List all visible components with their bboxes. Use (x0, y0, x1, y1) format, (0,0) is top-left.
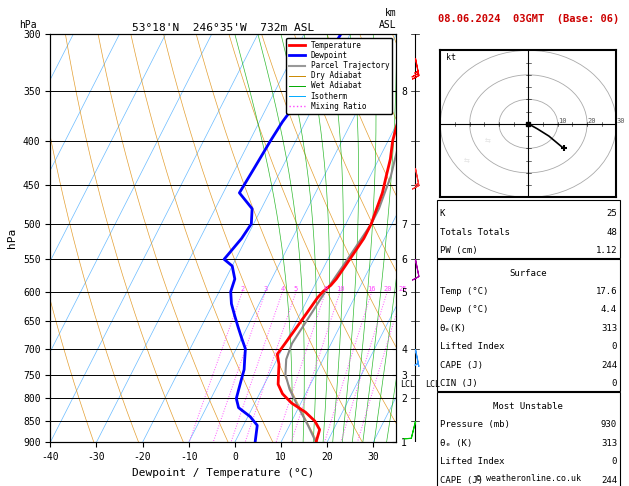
Text: 10: 10 (336, 286, 345, 292)
Text: © weatheronline.co.uk: © weatheronline.co.uk (476, 474, 581, 483)
Text: 3: 3 (264, 286, 268, 292)
Text: K: K (440, 209, 445, 218)
Text: 30: 30 (616, 118, 625, 123)
Text: Temp (°C): Temp (°C) (440, 287, 488, 296)
Text: Lifted Index: Lifted Index (440, 457, 504, 466)
Legend: Temperature, Dewpoint, Parcel Trajectory, Dry Adiabat, Wet Adiabat, Isotherm, Mi: Temperature, Dewpoint, Parcel Trajectory… (286, 38, 392, 114)
Text: 2: 2 (240, 286, 245, 292)
Text: 1.12: 1.12 (596, 246, 617, 255)
Text: 8: 8 (323, 286, 328, 292)
Text: CIN (J): CIN (J) (440, 379, 477, 388)
Text: 20: 20 (383, 286, 391, 292)
Text: Dewp (°C): Dewp (°C) (440, 305, 488, 314)
Text: θₑ (K): θₑ (K) (440, 438, 472, 448)
Text: km
ASL: km ASL (379, 8, 396, 30)
Text: Surface: Surface (509, 268, 547, 278)
X-axis label: Dewpoint / Temperature (°C): Dewpoint / Temperature (°C) (132, 468, 314, 478)
Text: 4.4: 4.4 (601, 305, 617, 314)
Text: kt: kt (446, 53, 456, 62)
Title: 53°18'N  246°35'W  732m ASL: 53°18'N 246°35'W 732m ASL (132, 23, 314, 33)
Y-axis label: hPa: hPa (8, 228, 18, 248)
Text: 0: 0 (611, 457, 617, 466)
Text: LCL: LCL (426, 380, 440, 389)
Text: 08.06.2024  03GMT  (Base: 06): 08.06.2024 03GMT (Base: 06) (438, 14, 619, 24)
Text: 20: 20 (587, 118, 596, 123)
Text: Totals Totals: Totals Totals (440, 227, 509, 237)
Text: Most Unstable: Most Unstable (493, 401, 564, 411)
Text: Lifted Index: Lifted Index (440, 342, 504, 351)
Text: 17.6: 17.6 (596, 287, 617, 296)
Text: 48: 48 (606, 227, 617, 237)
Text: 244: 244 (601, 361, 617, 370)
Text: LCL: LCL (400, 380, 415, 389)
Text: Pressure (mb): Pressure (mb) (440, 420, 509, 429)
Text: ⇆: ⇆ (484, 136, 490, 145)
Text: θₑ(K): θₑ(K) (440, 324, 467, 333)
Text: 10: 10 (558, 118, 566, 123)
Text: 0: 0 (611, 342, 617, 351)
Text: hPa: hPa (19, 20, 37, 30)
Text: CAPE (J): CAPE (J) (440, 361, 482, 370)
Text: 25: 25 (399, 286, 408, 292)
Text: 4: 4 (281, 286, 285, 292)
Text: 244: 244 (601, 475, 617, 485)
Text: ⇆: ⇆ (464, 155, 470, 165)
Text: 25: 25 (606, 209, 617, 218)
Text: 930: 930 (601, 420, 617, 429)
Text: 0: 0 (611, 379, 617, 388)
Text: CAPE (J): CAPE (J) (440, 475, 482, 485)
Text: 313: 313 (601, 438, 617, 448)
Text: 16: 16 (367, 286, 376, 292)
Text: 313: 313 (601, 324, 617, 333)
Text: 5: 5 (294, 286, 298, 292)
Text: PW (cm): PW (cm) (440, 246, 477, 255)
